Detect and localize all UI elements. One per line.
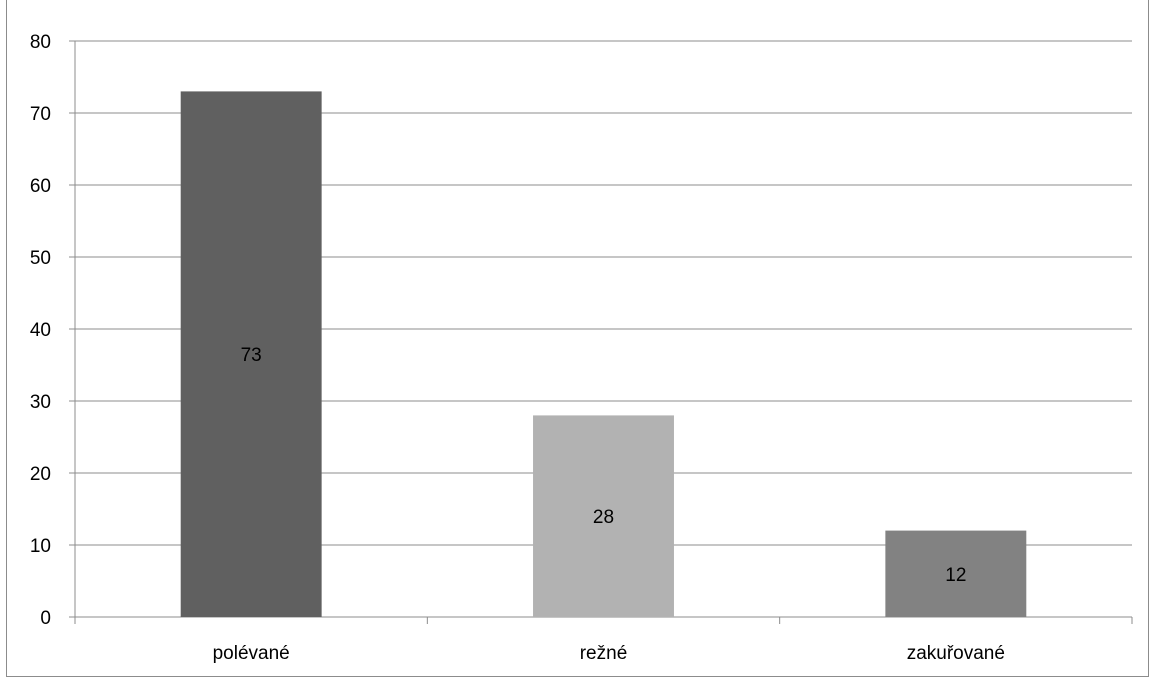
y-tick-label: 20: [30, 464, 51, 485]
data-label: 28: [593, 507, 614, 528]
y-tick-label: 70: [30, 104, 51, 125]
x-category-label: polévané: [213, 643, 290, 664]
x-category-label: zakuřované: [907, 643, 1005, 664]
x-category-label: režné: [580, 643, 628, 664]
y-tick-label: 50: [30, 248, 51, 269]
bar-režné: [533, 415, 674, 617]
bars: [180, 91, 1027, 617]
y-tick-label: 60: [30, 176, 51, 197]
bar-zakuřované: [885, 530, 1027, 617]
bar-polévané: [180, 91, 322, 617]
labels: 0 10 20 30 40 50 60 70 80 73 polévané 28 režné 12 zaku…: [30, 32, 1005, 664]
data-label: 73: [241, 345, 262, 366]
y-tick-label: 0: [40, 608, 51, 629]
y-tick-label: 30: [30, 392, 51, 413]
y-tick-label: 40: [30, 320, 51, 341]
y-tick-label: 10: [30, 536, 51, 557]
y-tick-label: 80: [30, 32, 51, 53]
data-label: 12: [945, 565, 966, 586]
